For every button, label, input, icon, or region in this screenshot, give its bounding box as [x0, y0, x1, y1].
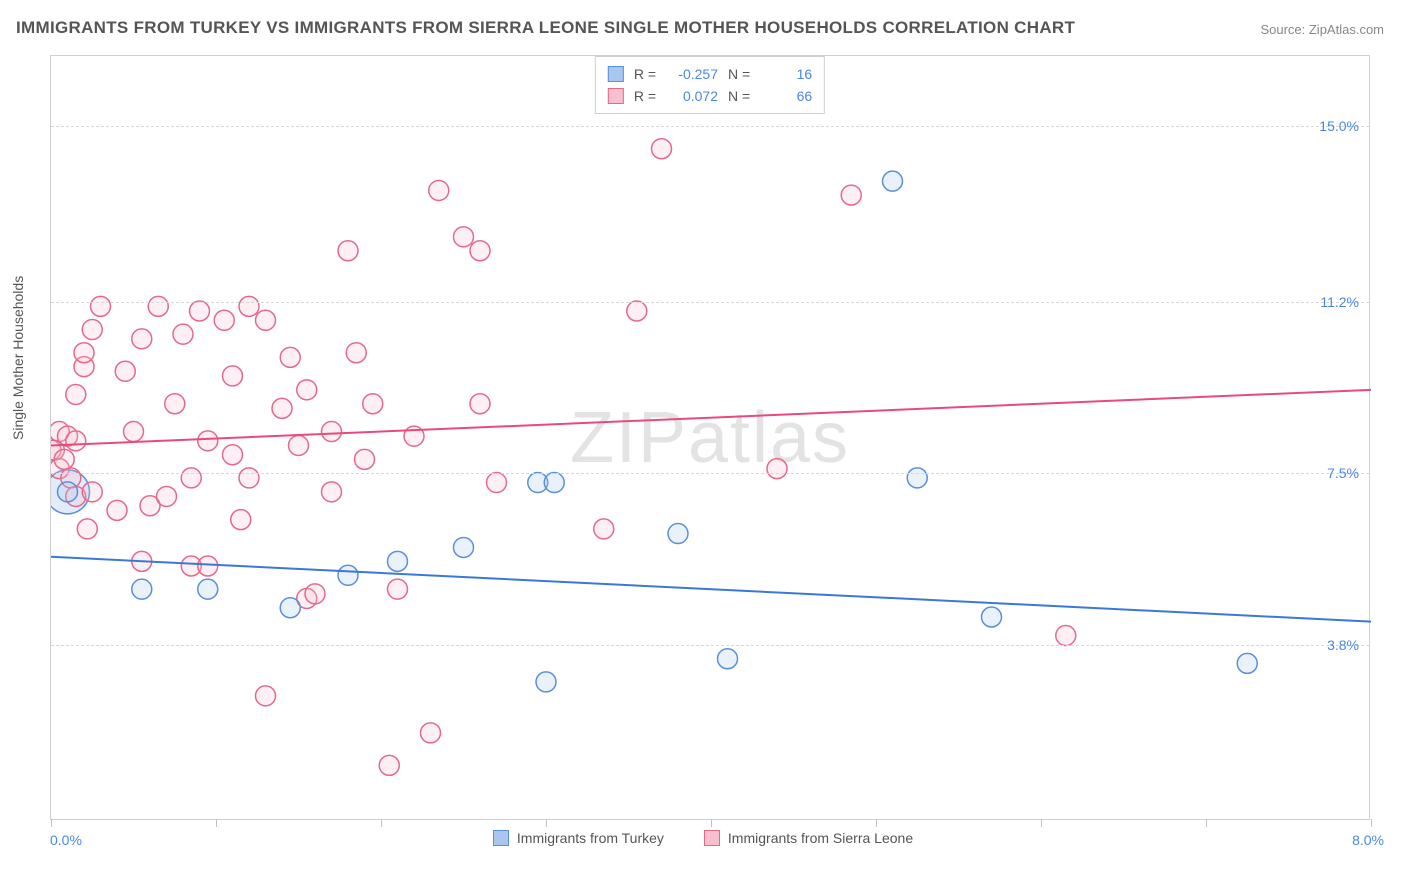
r-value-turkey: -0.257 — [666, 63, 718, 85]
legend-item-turkey: Immigrants from Turkey — [493, 830, 664, 846]
swatch-turkey — [608, 66, 624, 82]
n-value-sierra-leone: 66 — [760, 85, 812, 107]
y-tick-label: 7.5% — [1327, 465, 1359, 481]
swatch-sierra-leone — [608, 88, 624, 104]
n-label: N = — [728, 63, 750, 85]
legend-swatch-turkey — [493, 830, 509, 846]
stats-row-turkey: R = -0.257 N = 16 — [608, 63, 812, 85]
scatter-plot: ZIPatlas 3.8%7.5%11.2%15.0% R = -0.257 N… — [50, 55, 1370, 820]
y-tick-label: 15.0% — [1319, 118, 1359, 134]
chart-canvas — [51, 56, 1371, 821]
chart-title: IMMIGRANTS FROM TURKEY VS IMMIGRANTS FRO… — [16, 18, 1075, 38]
legend-label-turkey: Immigrants from Turkey — [517, 830, 664, 846]
legend: Immigrants from Turkey Immigrants from S… — [0, 830, 1406, 846]
correlation-stats-box: R = -0.257 N = 16 R = 0.072 N = 66 — [595, 56, 825, 114]
y-tick-label: 3.8% — [1327, 637, 1359, 653]
r-label: R = — [634, 63, 656, 85]
n-value-turkey: 16 — [760, 63, 812, 85]
r-label: R = — [634, 85, 656, 107]
r-value-sierra-leone: 0.072 — [666, 85, 718, 107]
legend-swatch-sierra-leone — [704, 830, 720, 846]
y-axis-label: Single Mother Households — [10, 276, 26, 440]
stats-row-sierra-leone: R = 0.072 N = 66 — [608, 85, 812, 107]
legend-label-sierra-leone: Immigrants from Sierra Leone — [728, 830, 913, 846]
source-attribution: Source: ZipAtlas.com — [1260, 22, 1384, 37]
legend-item-sierra-leone: Immigrants from Sierra Leone — [704, 830, 913, 846]
y-tick-label: 11.2% — [1320, 294, 1359, 310]
n-label: N = — [728, 85, 750, 107]
